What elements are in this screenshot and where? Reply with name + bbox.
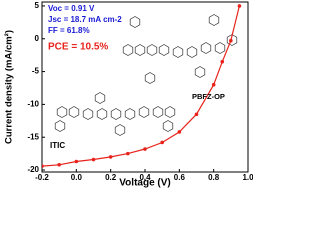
molecule-ring — [214, 42, 226, 54]
molecule-ring — [200, 42, 212, 54]
data-point — [194, 112, 199, 117]
molecule-ring — [134, 44, 146, 56]
annotation: PBFZ-OP — [192, 92, 225, 101]
molecule-ring — [94, 92, 106, 104]
molecule-ring — [82, 108, 94, 120]
molecule-ring — [68, 106, 80, 118]
x-axis-title: Voltage (V) — [119, 178, 170, 189]
data-point — [57, 162, 61, 167]
molecule-ring — [110, 108, 122, 120]
molecule-ring — [172, 46, 184, 58]
data-point — [126, 151, 130, 156]
molecule-ring — [144, 72, 156, 84]
x-tick-label: 0.6 — [174, 173, 186, 182]
y-axis-title: Current density (mA/cm²) — [4, 30, 15, 144]
molecule-ring — [162, 120, 174, 132]
data-point — [160, 140, 164, 145]
molecule-ring — [96, 108, 108, 120]
molecule-ring — [146, 44, 158, 56]
molecule-ring — [124, 108, 136, 120]
x-tick-label: 0.0 — [71, 173, 83, 182]
molecule-drawings — [54, 14, 238, 136]
x-tick-label: 0.2 — [105, 173, 117, 182]
x-tick-label: 0.4 — [139, 173, 151, 182]
data-point — [74, 159, 79, 164]
data-point — [91, 157, 96, 162]
data-point — [211, 82, 216, 87]
molecule-ring — [194, 66, 206, 78]
data-point — [237, 4, 242, 8]
annotation: ITIC — [50, 141, 65, 150]
chart: Voltage (V) Current density (mA/cm²) -20… — [4, 1, 253, 189]
annotation: Jsc = 18.7 mA cm-2 — [48, 15, 122, 24]
molecule-ring — [164, 106, 176, 118]
data-point — [143, 147, 147, 151]
y-tick-label: 0 — [35, 34, 40, 43]
y-tick-label: -5 — [32, 67, 40, 76]
data-point — [177, 130, 182, 134]
x-tick-label: 0.8 — [208, 173, 220, 182]
y-tick-label: 5 — [35, 1, 40, 10]
molecule-ring — [186, 46, 198, 58]
y-tick-label: -10 — [27, 100, 39, 109]
molecule-ring — [122, 44, 134, 56]
data-point — [229, 38, 233, 43]
molecule-ring — [114, 124, 126, 136]
molecule-ring — [138, 106, 150, 118]
molecule-ring — [129, 16, 141, 28]
x-tick-label: 1.0 — [242, 173, 253, 182]
y-tick-label: -15 — [27, 132, 39, 141]
molecule-ring — [158, 44, 170, 56]
annotation: Voc = 0.91 V — [48, 4, 95, 13]
data-point — [42, 164, 44, 168]
molecule-ring — [152, 106, 164, 118]
x-tick-label: -0.2 — [35, 173, 49, 182]
y-tick-label: -20 — [27, 165, 39, 174]
molecule-ring — [54, 120, 66, 132]
data-point — [108, 155, 113, 159]
molecule-ring — [208, 14, 220, 26]
data-line — [42, 5, 240, 167]
molecule-ring — [56, 106, 68, 118]
molecule-ring — [226, 34, 238, 46]
data-point — [220, 59, 225, 64]
annotation: FF = 61.8% — [48, 26, 90, 35]
annotation: PCE = 10.5% — [48, 42, 108, 53]
